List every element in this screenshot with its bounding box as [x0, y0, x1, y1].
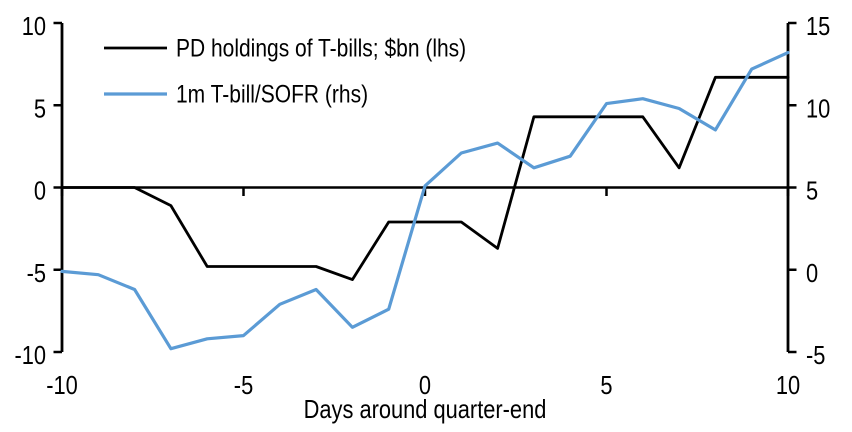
series-layer — [60, 50, 790, 351]
tick-label-layer: -10 -5 0 5 10 10 5 0 -5 -10 15 10 5 0 -5 — [14, 12, 830, 400]
right-axis-tick-label: 0 — [806, 259, 818, 288]
legend-item-label: PD holdings of T-bills; $bn (lhs) — [176, 34, 466, 62]
x-axis-tick-label: -5 — [234, 371, 253, 400]
x-axis-tick-label: 10 — [776, 371, 800, 400]
left-axis-tick-label: -10 — [14, 341, 46, 370]
x-axis-tick-label: -10 — [46, 371, 78, 400]
left-axis-tick-label: 10 — [22, 12, 46, 41]
right-axis-tick-label: -5 — [806, 341, 825, 370]
legend: PD holdings of T-bills; $bn (lhs) 1m T-bi… — [104, 34, 466, 108]
left-axis-tick-label: -5 — [27, 259, 46, 288]
left-axis-tick-label: 0 — [34, 177, 46, 206]
right-axis-tick-label: 10 — [806, 95, 830, 124]
x-axis-tick-label: 0 — [419, 371, 431, 400]
legend-item-label: 1m T-bill/SOFR (rhs) — [176, 80, 368, 108]
right-axis-tick-label: 5 — [806, 177, 818, 206]
series-line-tbill-sofr — [60, 50, 790, 351]
series-line-pd-holdings — [60, 75, 790, 282]
x-axis-title: Days around quarter-end — [304, 395, 547, 424]
left-axis-tick-label: 5 — [34, 95, 46, 124]
right-axis-tick-label: 15 — [806, 12, 830, 41]
x-axis-tick-label: 5 — [600, 371, 612, 400]
